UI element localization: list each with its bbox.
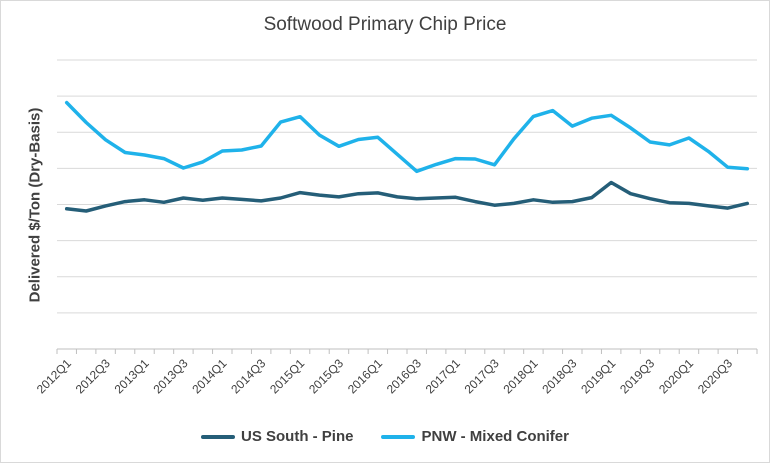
x-tick-label: 2013Q1 <box>112 356 152 396</box>
x-tick-label: 2017Q1 <box>423 356 463 396</box>
series-line-pnw-mixed-conifer <box>64 100 750 174</box>
x-tick-label: 2015Q3 <box>306 356 346 396</box>
x-tick-label: 2016Q3 <box>384 356 424 396</box>
legend-item-pnw-mixed-conifer: PNW - Mixed Conifer <box>381 428 569 445</box>
x-tick-label: 2018Q1 <box>501 356 541 396</box>
x-tick-label: 2012Q1 <box>34 356 74 396</box>
x-tick-label: 2017Q3 <box>462 356 502 396</box>
legend-swatch-us-south-pine <box>200 434 235 439</box>
legend-label-us-south-pine: US South - Pine <box>240 428 354 445</box>
x-tick-label: 2013Q3 <box>151 356 191 396</box>
legend: US South - Pine PNW - Mixed Conifer <box>0 428 770 445</box>
legend-item-us-south-pine: US South - Pine <box>200 428 354 445</box>
x-tick-label: 2018Q3 <box>539 356 579 396</box>
x-tick-label: 2020Q1 <box>656 356 696 396</box>
x-tick-label: 2019Q3 <box>617 356 657 396</box>
x-tick-label: 2019Q1 <box>578 356 618 396</box>
x-tick-label: 2012Q3 <box>73 356 113 396</box>
x-tick-label: 2016Q1 <box>345 356 385 396</box>
chart-title: Softwood Primary Chip Price <box>263 14 507 35</box>
x-tick-label: 2014Q3 <box>228 356 268 396</box>
x-tick-label: 2014Q1 <box>189 356 229 396</box>
legend-swatch-pnw-mixed-conifer <box>381 434 416 439</box>
x-tick-label: 2020Q3 <box>695 356 735 396</box>
legend-label-pnw-mixed-conifer: PNW - Mixed Conifer <box>421 428 569 445</box>
series-line-us-south-pine <box>64 180 750 213</box>
x-tick-label: 2015Q1 <box>267 356 307 396</box>
